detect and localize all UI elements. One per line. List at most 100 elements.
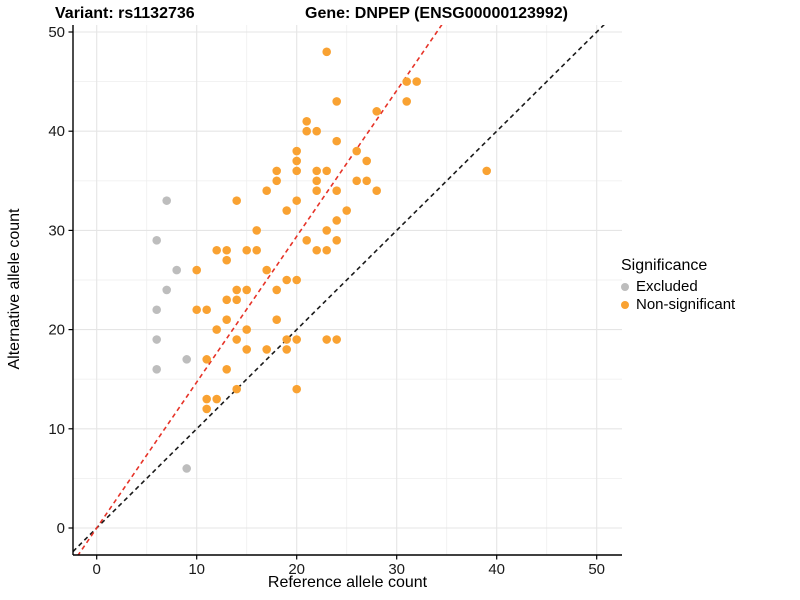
data-point-non-significant (222, 315, 231, 324)
allelic-ratio-line (77, 25, 443, 555)
data-point-non-significant (272, 315, 282, 324)
data-point-non-significant (282, 275, 292, 285)
data-point-non-significant (302, 126, 312, 136)
data-point-non-significant (292, 275, 302, 285)
data-point-excluded (152, 364, 161, 374)
data-point-excluded (152, 335, 161, 344)
x-tick-label: 30 (388, 561, 405, 578)
data-point-non-significant (322, 166, 332, 176)
data-point-non-significant (192, 305, 201, 315)
x-tick-label: 0 (93, 561, 101, 578)
data-point-non-significant (332, 236, 342, 245)
data-point-non-significant (202, 355, 211, 364)
data-point-non-significant (292, 384, 302, 394)
data-point-excluded (162, 196, 171, 205)
data-point-non-significant (272, 285, 282, 295)
legend-item-label: Non-significant (636, 296, 736, 313)
data-point-non-significant (222, 255, 231, 265)
legend-item-non-significant: Non-significant (621, 296, 735, 314)
legend-item-excluded: Excluded (621, 278, 735, 296)
data-point-excluded (182, 464, 191, 473)
data-point-non-significant (232, 335, 241, 344)
data-point-excluded (152, 305, 161, 315)
data-point-excluded (162, 285, 171, 295)
data-point-non-significant (252, 226, 261, 235)
data-point-non-significant (332, 216, 342, 225)
data-point-non-significant (232, 285, 241, 295)
data-point-non-significant (402, 77, 412, 86)
data-point-non-significant (212, 245, 221, 255)
data-point-non-significant (402, 97, 412, 106)
data-point-excluded (172, 265, 181, 275)
data-point-non-significant (262, 186, 272, 196)
data-point-non-significant (332, 136, 342, 146)
data-point-non-significant (232, 384, 241, 394)
variant-title: Variant: rs1132736 (55, 5, 195, 22)
data-point-non-significant (232, 196, 241, 205)
data-point-non-significant (322, 226, 332, 235)
data-point-non-significant (292, 166, 302, 176)
data-point-non-significant (312, 245, 322, 255)
data-point-non-significant (312, 176, 322, 186)
data-point-non-significant (322, 335, 332, 344)
data-point-non-significant (282, 345, 292, 354)
x-axis-title: Reference allele count (267, 574, 428, 591)
data-point-non-significant (292, 146, 302, 156)
x-tick-label: 40 (488, 561, 505, 578)
non-significant-point-swatch (621, 301, 629, 309)
data-point-excluded (152, 236, 161, 245)
data-point-non-significant (242, 325, 251, 334)
data-point-non-significant (292, 335, 302, 344)
plot-panel (73, 25, 622, 555)
legend: Significance Excluded Non-significant (621, 257, 735, 314)
data-point-non-significant (362, 156, 372, 166)
identity-line (73, 25, 605, 553)
data-point-non-significant (242, 245, 251, 255)
y-tick-label: 0 (57, 520, 65, 537)
data-point-non-significant (332, 335, 342, 344)
excluded-point-swatch (621, 283, 629, 291)
data-point-non-significant (242, 285, 251, 295)
data-point-non-significant (232, 295, 241, 305)
gene-title: Gene: DNPEP (ENSG00000123992) (305, 5, 568, 22)
data-point-non-significant (292, 196, 302, 205)
y-tick-label: 40 (48, 123, 65, 140)
data-point-non-significant (222, 245, 231, 255)
data-point-non-significant (202, 404, 211, 414)
data-point-non-significant (372, 186, 382, 196)
data-point-non-significant (272, 176, 282, 186)
data-point-non-significant (202, 305, 211, 315)
data-point-non-significant (362, 176, 372, 186)
data-point-non-significant (212, 394, 221, 404)
data-point-non-significant (262, 265, 272, 275)
data-point-non-significant (332, 186, 342, 196)
data-point-non-significant (302, 116, 312, 126)
y-tick-label: 10 (48, 421, 65, 438)
data-point-non-significant (332, 97, 342, 106)
data-point-non-significant (482, 166, 492, 176)
data-point-non-significant (282, 335, 292, 344)
data-point-non-significant (322, 47, 332, 57)
data-point-non-significant (352, 176, 362, 186)
x-tick-label: 10 (188, 561, 205, 578)
data-point-non-significant (222, 364, 231, 374)
y-tick-label: 50 (48, 24, 65, 41)
data-point-non-significant (262, 345, 272, 354)
data-point-non-significant (412, 77, 422, 86)
data-point-non-significant (222, 295, 231, 305)
y-axis-title: Alternative allele count (6, 208, 23, 370)
x-tick-label: 20 (288, 561, 305, 578)
data-point-non-significant (302, 236, 312, 245)
data-point-non-significant (292, 156, 302, 166)
data-point-non-significant (372, 107, 382, 116)
data-point-non-significant (192, 265, 201, 275)
y-tick-label: 20 (48, 322, 65, 339)
data-point-non-significant (312, 166, 322, 176)
legend-item-label: Excluded (636, 278, 698, 295)
x-tick-label: 50 (588, 561, 605, 578)
data-point-non-significant (212, 325, 221, 334)
legend-title: Significance (621, 257, 708, 274)
data-point-non-significant (202, 394, 211, 404)
